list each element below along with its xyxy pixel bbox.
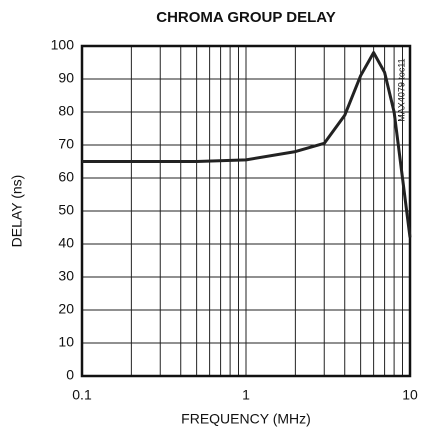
y-axis-label: DELAY (ns) (9, 175, 25, 248)
annotation: MAX4079 toc11 (396, 58, 406, 121)
y-tick-label: 100 (51, 37, 75, 53)
y-tick-label: 10 (58, 334, 74, 350)
x-tick-label: 1 (242, 387, 250, 403)
y-tick-label: 90 (58, 70, 74, 86)
y-tick-label: 20 (58, 301, 74, 317)
y-tick-label: 80 (58, 103, 74, 119)
y-tick-label: 60 (58, 169, 74, 185)
y-tick-label: 70 (58, 136, 74, 152)
data-line (82, 51, 412, 238)
x-axis-label: FREQUENCY (MHz) (181, 411, 311, 427)
y-tick-label: 0 (66, 367, 74, 383)
x-tick-label: 0.1 (72, 387, 92, 403)
y-tick-label: 40 (58, 235, 74, 251)
plot-frame (80, 44, 412, 378)
x-tick-label: 10 (402, 387, 418, 403)
chart-title: CHROMA GROUP DELAY (156, 9, 335, 26)
y-tick-label: 30 (58, 268, 74, 284)
y-tick-label: 50 (58, 202, 74, 218)
